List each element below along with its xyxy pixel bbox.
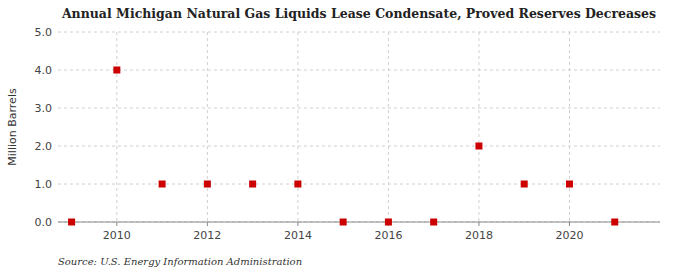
x-grid-line xyxy=(207,32,208,222)
x-grid-line xyxy=(388,32,389,222)
point xyxy=(521,181,528,188)
x-tick xyxy=(297,222,298,226)
x-tick xyxy=(116,222,117,226)
point xyxy=(249,181,256,188)
y-grid-line xyxy=(58,222,660,223)
point xyxy=(430,219,437,226)
y-tick-label: 1.0 xyxy=(35,178,53,191)
x-axis-line xyxy=(58,222,660,223)
x-tick-label: 2020 xyxy=(555,229,583,242)
x-tick xyxy=(569,222,570,226)
y-tick-label: 2.0 xyxy=(35,140,53,153)
y-tick-label: 5.0 xyxy=(35,26,53,39)
y-tick-label: 3.0 xyxy=(35,102,53,115)
title: Annual Michigan Natural Gas Liquids Leas… xyxy=(61,6,656,21)
x-grid-line xyxy=(569,32,570,222)
point xyxy=(566,181,573,188)
point xyxy=(611,219,618,226)
point xyxy=(68,219,75,226)
x-grid-line xyxy=(116,32,117,222)
x-grid-line xyxy=(478,32,479,222)
point xyxy=(340,219,347,226)
chart: Annual Michigan Natural Gas Liquids Leas… xyxy=(0,0,675,275)
x-tick xyxy=(207,222,208,226)
x-tick-label: 2012 xyxy=(193,229,221,242)
source: Source: U.S. Energy Information Administ… xyxy=(58,256,302,267)
y-tick-label: 0.0 xyxy=(35,216,53,229)
point xyxy=(159,181,166,188)
y-tick-label: 4.0 xyxy=(35,64,53,77)
x-tick xyxy=(478,222,479,226)
point xyxy=(475,143,482,150)
x-tick-label: 2018 xyxy=(465,229,493,242)
point xyxy=(385,219,392,226)
x-grid-line xyxy=(297,32,298,222)
x-tick-label: 2016 xyxy=(374,229,402,242)
point xyxy=(204,181,211,188)
marks xyxy=(68,67,618,226)
x-tick-label: 2014 xyxy=(284,229,312,242)
y-axis-label: Million Barrels xyxy=(6,88,19,166)
x-tick-label: 2010 xyxy=(103,229,131,242)
y-grid-line xyxy=(58,108,660,109)
point xyxy=(113,67,120,74)
point xyxy=(294,181,301,188)
